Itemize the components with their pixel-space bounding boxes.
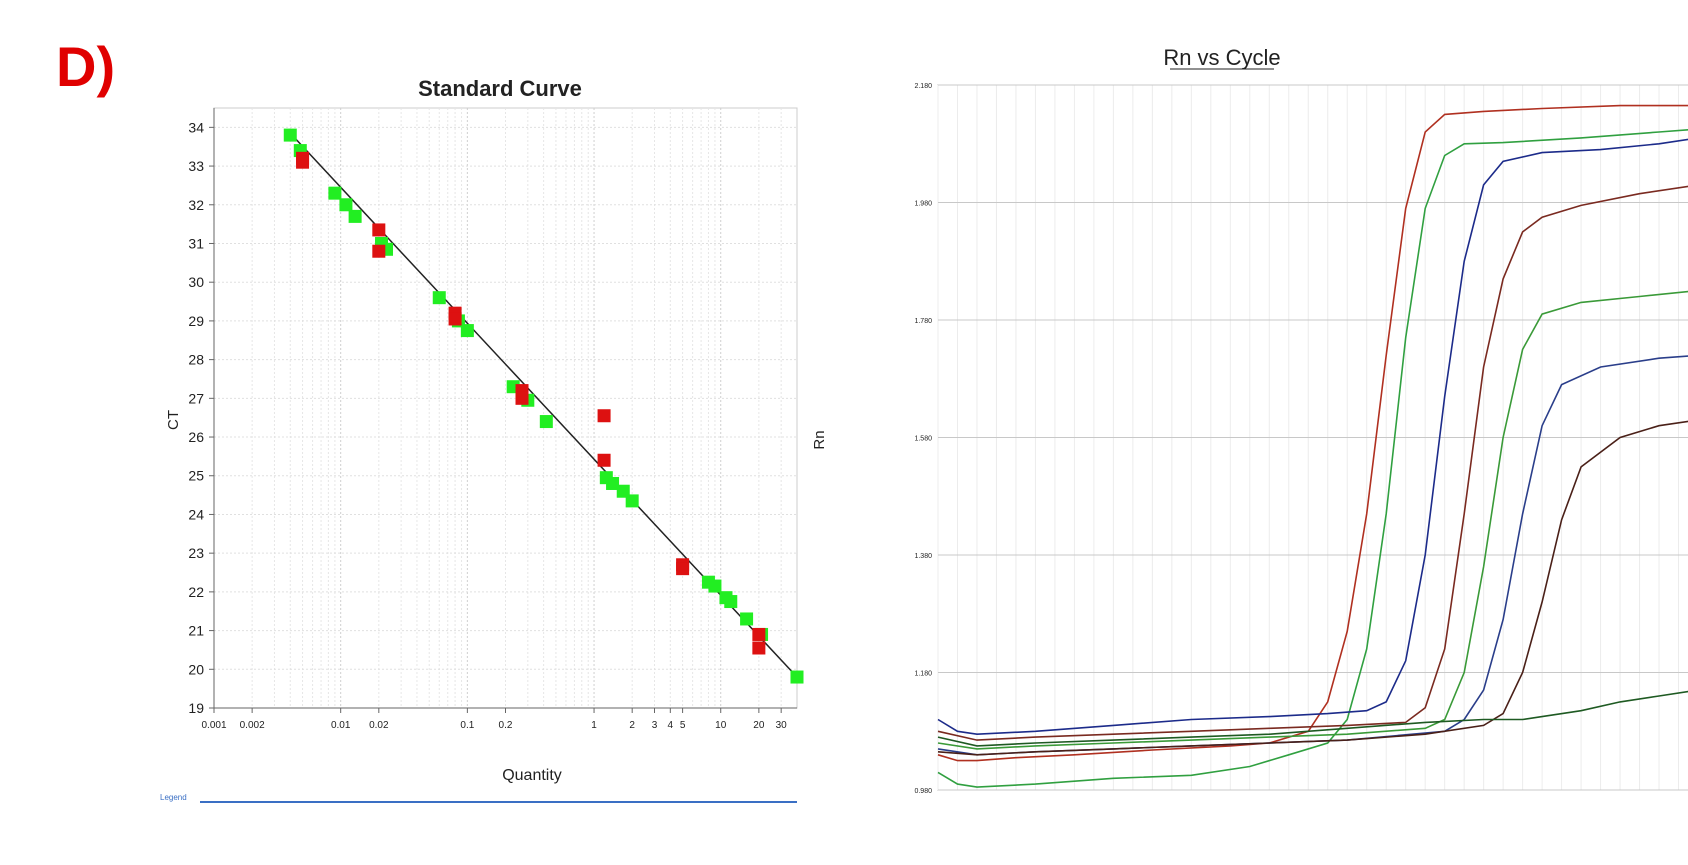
rn-title: Rn vs Cycle <box>1163 45 1280 70</box>
standard-curve-points <box>283 128 804 684</box>
data-point-green <box>708 579 722 593</box>
amplification-curve <box>937 185 1688 741</box>
data-point-red <box>597 453 611 467</box>
data-point-red <box>752 627 766 641</box>
data-point-red <box>752 641 766 655</box>
amplification-curve <box>937 129 1688 788</box>
y-tick-label: 32 <box>188 197 204 213</box>
data-point-green <box>339 198 353 212</box>
y-tick-label: 31 <box>188 235 204 251</box>
x-tick-label: 3 <box>652 720 658 731</box>
y-tick-label: 0.980 <box>914 788 932 795</box>
x-tick-label: 10 <box>715 720 727 731</box>
amplification-curve <box>937 290 1688 750</box>
x-tick-label: 0.02 <box>369 720 389 731</box>
data-point-green <box>432 291 446 305</box>
y-tick-label: 24 <box>188 506 204 522</box>
y-tick-label: 1.380 <box>914 553 932 560</box>
x-tick-label: 0.1 <box>460 720 474 731</box>
standard-curve-ylabel: CT <box>165 410 182 430</box>
x-tick-label: 0.01 <box>331 720 351 731</box>
data-point-green <box>348 209 362 223</box>
data-point-green <box>539 415 553 429</box>
x-tick-label: 0.2 <box>499 720 513 731</box>
amplification-curve <box>937 138 1688 736</box>
legend-stub-text: Legend <box>160 793 187 802</box>
standard-curve-xlabel: Quantity <box>502 767 562 784</box>
y-tick-label: 26 <box>188 429 204 445</box>
standard-curve-x-ticks: 0.001 0.002 0.01 0.02 0.1 0.2 1 2 3 4 5 10 20 30 <box>201 708 787 731</box>
data-point-green <box>740 612 754 626</box>
y-tick-label: 23 <box>188 545 204 561</box>
standard-curve-chart: Standard Curve 1920212223242526272829303… <box>160 76 804 803</box>
y-tick-label: 1.580 <box>914 436 932 443</box>
data-point-red <box>597 409 611 423</box>
y-tick-label: 33 <box>188 158 204 174</box>
x-tick-label: 20 <box>753 720 765 731</box>
rn-vs-cycle-chart: Rn vs Cycle 0.980 1.180 1.380 1.580 1.780 1.9… <box>811 45 1688 795</box>
amplification-curve <box>937 420 1688 756</box>
y-tick-label: 19 <box>188 700 204 716</box>
x-tick-label: 2 <box>629 720 635 731</box>
y-tick-label: 28 <box>188 352 204 368</box>
y-tick-label: 34 <box>188 119 204 135</box>
data-point-green <box>328 186 342 200</box>
panel-label: D) <box>56 35 116 98</box>
y-tick-label: 1.780 <box>914 318 932 325</box>
x-tick-label: 30 <box>776 720 788 731</box>
standard-curve-title: Standard Curve <box>418 76 582 101</box>
x-tick-label: 0.001 <box>201 720 226 731</box>
y-tick-label: 30 <box>188 274 204 290</box>
data-point-green <box>790 670 804 684</box>
y-tick-label: 27 <box>188 390 204 406</box>
data-point-red <box>676 562 690 576</box>
rn-curves <box>937 104 1688 788</box>
x-tick-label: 0.002 <box>240 720 265 731</box>
x-tick-label: 4 <box>668 720 674 731</box>
data-point-green <box>625 494 639 508</box>
x-tick-label: 1 <box>591 720 597 731</box>
y-tick-label: 20 <box>188 661 204 677</box>
data-point-green <box>283 128 297 142</box>
data-point-green <box>724 595 738 609</box>
data-point-red <box>372 223 386 237</box>
rn-y-ticks: 0.980 1.180 1.380 1.580 1.780 1.980 2.180 <box>914 83 932 795</box>
data-point-red <box>515 391 529 405</box>
rn-ylabel: Rn <box>811 430 828 449</box>
y-tick-label: 29 <box>188 313 204 329</box>
amplification-curve <box>937 690 1688 747</box>
x-tick-label: 5 <box>680 720 686 731</box>
y-tick-label: 1.180 <box>914 671 932 678</box>
y-tick-label: 22 <box>188 584 204 600</box>
data-point-red <box>448 312 462 326</box>
data-point-green <box>460 324 474 338</box>
y-tick-label: 25 <box>188 468 204 484</box>
data-point-red <box>372 244 386 258</box>
data-point-green <box>606 476 620 490</box>
y-tick-label: 21 <box>188 623 204 639</box>
y-tick-label: 1.980 <box>914 201 932 208</box>
standard-curve-y-ticks: 19 20 21 22 23 24 25 26 27 28 29 30 31 32 33 34 <box>188 119 214 716</box>
standard-curve-grid <box>214 108 797 709</box>
data-point-red <box>296 155 310 169</box>
y-tick-label: 2.180 <box>914 83 932 90</box>
rn-grid <box>937 84 1688 791</box>
amplification-curve <box>937 104 1688 762</box>
